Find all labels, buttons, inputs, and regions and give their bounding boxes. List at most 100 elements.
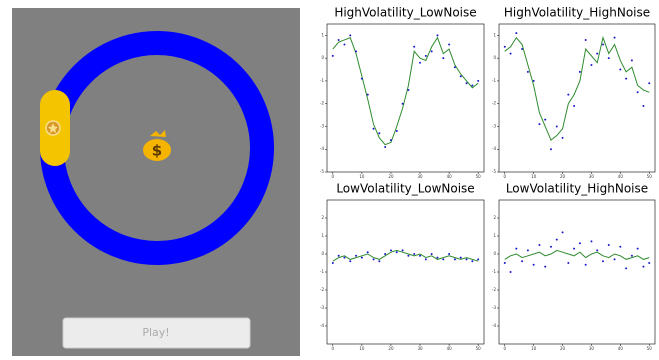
plot-frame — [499, 200, 655, 344]
screen: $ Play! HighVolatility_LowNoise-5-4-3-2-… — [0, 0, 659, 356]
data-point — [378, 260, 380, 262]
data-point — [637, 91, 639, 93]
data-point — [556, 125, 558, 127]
data-point — [477, 80, 479, 82]
y-tick-label: 2 — [493, 215, 496, 220]
data-point — [619, 246, 621, 248]
data-point — [585, 264, 587, 266]
data-point — [343, 43, 345, 45]
plot-frame — [327, 200, 484, 344]
y-tick-label: 0 — [493, 251, 496, 256]
data-point — [442, 57, 444, 59]
data-point — [510, 53, 512, 55]
data-point — [585, 39, 587, 41]
data-point — [384, 146, 386, 148]
data-point — [579, 71, 581, 73]
data-point — [419, 62, 421, 64]
page: {"game": {"button": "Play!"}, "chart_dat… — [0, 0, 659, 356]
data-point — [504, 46, 506, 48]
data-point — [460, 75, 462, 77]
data-point — [466, 258, 468, 260]
data-point — [544, 266, 546, 268]
x-tick-label: 10 — [531, 174, 537, 179]
y-tick-label: 1 — [321, 32, 324, 37]
data-point — [625, 78, 627, 80]
y-tick-label: 0 — [493, 55, 496, 60]
chart-title: LowVolatility_LowNoise — [336, 182, 474, 196]
x-tick-label: 10 — [359, 346, 365, 351]
data-point — [567, 94, 569, 96]
data-point — [396, 130, 398, 132]
y-tick-label: -2 — [492, 101, 496, 106]
y-tick-label: -3 — [492, 123, 496, 128]
x-tick-label: 30 — [417, 346, 423, 351]
data-point — [425, 258, 427, 260]
data-point — [378, 132, 380, 134]
y-tick-label: -4 — [492, 146, 496, 151]
data-point — [373, 128, 375, 130]
y-tick-label: -4 — [492, 323, 496, 328]
data-point — [349, 34, 351, 36]
data-point — [538, 123, 540, 125]
y-tick-label: -4 — [320, 146, 324, 151]
x-tick-label: 40 — [447, 174, 453, 179]
data-point — [471, 84, 473, 86]
y-tick-label: -2 — [320, 287, 324, 292]
y-tick-label: -2 — [320, 101, 324, 106]
data-point — [562, 137, 564, 139]
data-point — [390, 139, 392, 141]
data-point — [448, 253, 450, 255]
play-label[interactable]: Play! — [142, 326, 169, 339]
data-point — [471, 260, 473, 262]
data-point — [477, 258, 479, 260]
chart-title: HighVolatility_LowNoise — [334, 6, 476, 20]
data-point — [390, 249, 392, 251]
x-tick-label: 20 — [388, 346, 394, 351]
data-point — [614, 258, 616, 260]
data-point — [413, 46, 415, 48]
data-point — [562, 231, 564, 233]
data-point — [648, 262, 650, 264]
data-point — [567, 262, 569, 264]
data-point — [454, 66, 456, 68]
x-tick-label: 30 — [589, 346, 595, 351]
data-point — [619, 69, 621, 71]
data-point — [436, 257, 438, 259]
data-point — [402, 103, 404, 105]
data-point — [338, 39, 340, 41]
data-point — [355, 255, 357, 257]
data-point — [625, 267, 627, 269]
data-point — [550, 148, 552, 150]
data-point — [332, 55, 334, 57]
data-point — [614, 37, 616, 39]
data-point — [338, 255, 340, 257]
data-point — [515, 248, 517, 250]
data-point — [527, 71, 529, 73]
data-point — [642, 105, 644, 107]
data-point — [590, 240, 592, 242]
data-point — [367, 94, 369, 96]
x-tick-label: 50 — [647, 346, 653, 351]
x-tick-label: 20 — [388, 174, 394, 179]
x-tick-label: 0 — [332, 346, 335, 351]
data-point — [533, 80, 535, 82]
data-point — [573, 105, 575, 107]
x-tick-label: 50 — [647, 174, 653, 179]
data-point — [579, 242, 581, 244]
x-tick-label: 0 — [504, 174, 507, 179]
y-tick-label: -1 — [320, 78, 324, 83]
y-tick-label: -4 — [320, 323, 324, 328]
x-tick-label: 20 — [560, 174, 566, 179]
y-tick-label: -1 — [492, 78, 496, 83]
x-tick-label: 50 — [476, 346, 482, 351]
data-point — [466, 82, 468, 84]
data-point — [442, 258, 444, 260]
data-point — [504, 262, 506, 264]
x-tick-label: 40 — [618, 346, 624, 351]
data-point — [448, 43, 450, 45]
data-point — [373, 258, 375, 260]
data-point — [637, 248, 639, 250]
chart-title: HighVolatility_HighNoise — [504, 6, 650, 20]
svg-text:$: $ — [152, 142, 162, 160]
y-tick-label: 1 — [493, 233, 496, 238]
